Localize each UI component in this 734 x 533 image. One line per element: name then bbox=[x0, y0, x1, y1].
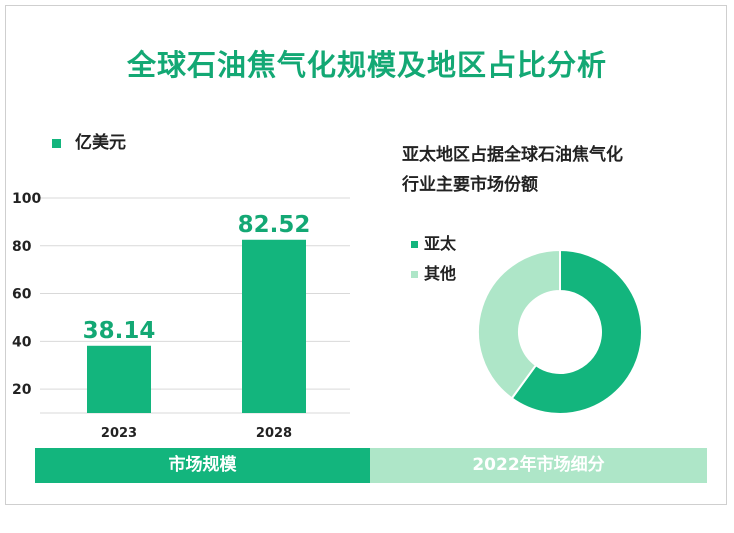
pie-title-line-1: 亚太地区占据全球石油焦气化 bbox=[402, 145, 623, 165]
pie-title: 亚太地区占据全球石油焦气化 行业主要市场份额 bbox=[402, 140, 623, 200]
x-tick-label: 2028 bbox=[256, 426, 292, 441]
pie-legend-label-asia: 亚太 bbox=[424, 234, 457, 253]
pie-legend: 亚太 其他 bbox=[411, 233, 456, 293]
y-tick-label: 100 bbox=[12, 191, 41, 207]
pie-legend-item-other: 其他 bbox=[411, 263, 456, 293]
bar-legend-swatch bbox=[52, 138, 61, 148]
x-tick-label: 2023 bbox=[101, 426, 137, 441]
y-tick-label: 80 bbox=[12, 239, 32, 255]
bar-value-label: 38.14 bbox=[83, 318, 156, 344]
pie-legend-swatch-other bbox=[411, 271, 418, 278]
pie-legend-label-other: 其他 bbox=[424, 264, 457, 283]
footer-market-segment: 2022年市场细分 bbox=[370, 448, 707, 483]
donut-slice-other bbox=[477, 248, 561, 400]
y-tick-label: 60 bbox=[12, 287, 32, 303]
donut-slice-asia bbox=[510, 248, 643, 415]
y-tick-label: 40 bbox=[12, 334, 32, 350]
bar-legend: 亿美元 bbox=[52, 128, 126, 153]
footer-market-size: 市场规模 bbox=[35, 448, 370, 483]
bar-2023 bbox=[87, 345, 151, 413]
bar-value-label: 82.52 bbox=[238, 212, 311, 238]
pie-legend-swatch-asia bbox=[411, 241, 418, 248]
bar-legend-label: 亿美元 bbox=[75, 133, 126, 153]
donut-chart bbox=[477, 248, 643, 415]
page-title: 全球石油焦气化规模及地区占比分析 bbox=[126, 48, 607, 82]
pie-title-line-2: 行业主要市场份额 bbox=[402, 175, 538, 195]
y-tick-label: 20 bbox=[12, 382, 32, 398]
bar-chart: 20 40 60 80 100 38.14 2023 82.52 2028 bbox=[12, 191, 350, 441]
pie-legend-item-asia: 亚太 bbox=[411, 233, 456, 263]
bar-2028 bbox=[242, 239, 306, 413]
chart-frame bbox=[5, 5, 727, 505]
